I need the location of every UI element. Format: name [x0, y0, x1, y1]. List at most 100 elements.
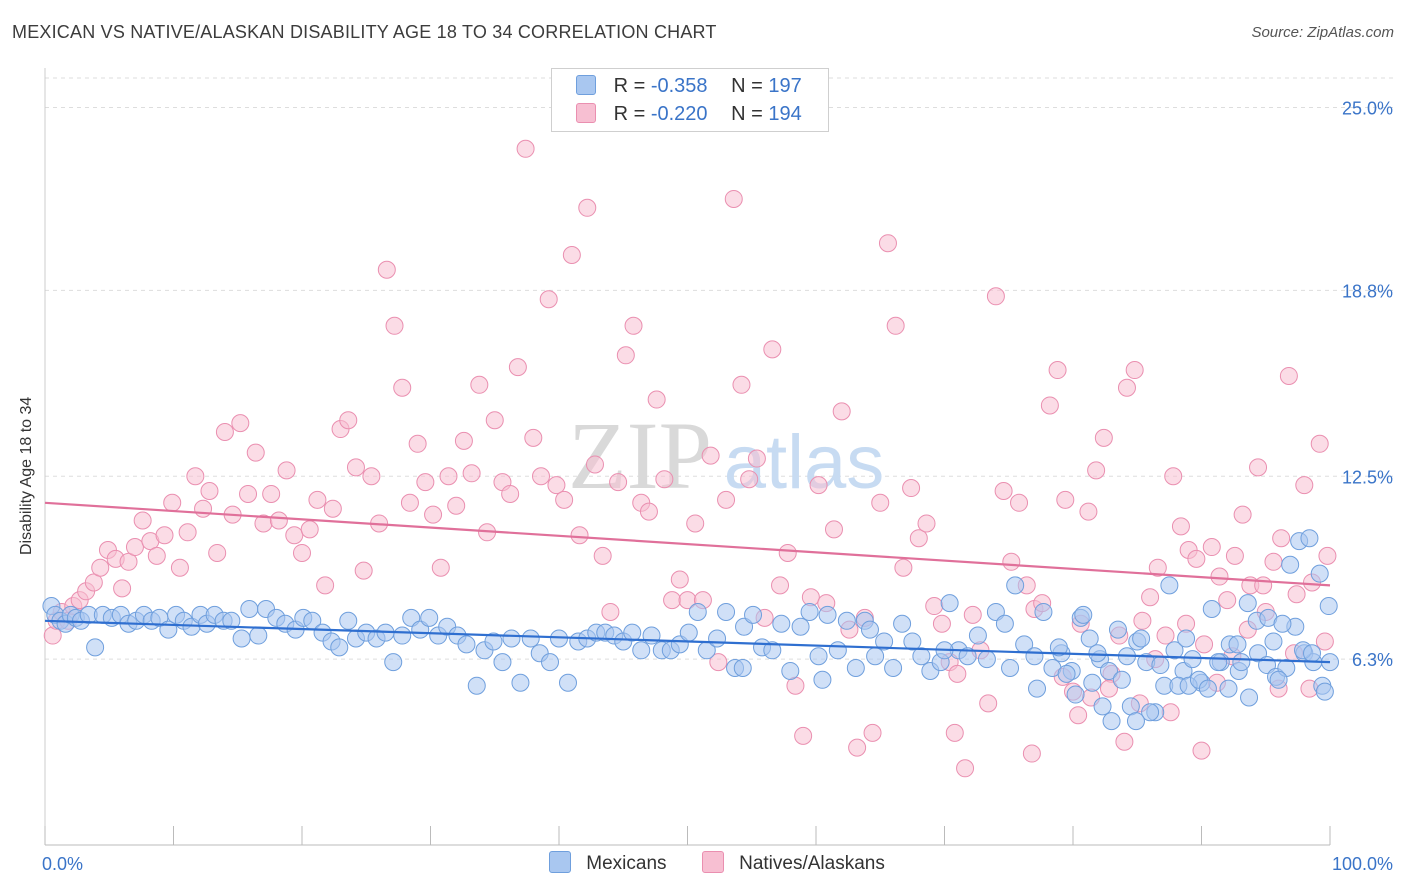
natives-alaskans-point	[794, 726, 813, 745]
natives-alaskans-point	[724, 189, 743, 208]
mexicans-point	[493, 653, 512, 672]
mexicans-point	[1034, 602, 1053, 621]
natives-alaskans-point	[447, 496, 466, 515]
natives-alaskans-point	[948, 664, 967, 683]
mexicans-point	[339, 611, 358, 630]
natives-alaskans-point	[616, 346, 635, 365]
mexicans-point	[828, 641, 847, 660]
mexicans-point	[1074, 605, 1093, 624]
natives-alaskans-point	[1094, 428, 1113, 447]
mexicans-point	[1183, 650, 1202, 669]
mexicans-point	[249, 626, 268, 645]
natives-alaskans-point	[956, 759, 975, 778]
natives-alaskans-point	[1295, 476, 1314, 495]
mexicans-point	[875, 632, 894, 651]
natives-alaskans-point	[1171, 517, 1190, 536]
natives-alaskans-point	[323, 499, 342, 518]
natives-alaskans-point	[501, 484, 520, 503]
mexicans-point	[679, 623, 698, 642]
mexicans-point	[809, 647, 828, 666]
natives-alaskans-point	[740, 470, 759, 489]
natives-alaskans-point	[994, 482, 1013, 500]
mexicans-point	[1240, 688, 1259, 707]
natives-alaskans-point	[1156, 626, 1175, 645]
mexicans-point	[1165, 641, 1184, 660]
natives-alaskans-point	[362, 467, 381, 486]
mexicans-point	[1319, 597, 1338, 616]
natives-alaskans-point	[894, 558, 913, 577]
natives-alaskans-point	[593, 546, 612, 565]
mexicans-point	[1238, 594, 1257, 613]
mexicans-point	[1151, 656, 1170, 675]
natives-alaskans-point	[1056, 490, 1075, 509]
natives-alaskans-point	[1133, 611, 1152, 630]
natives-alaskans-point	[339, 411, 358, 430]
mexicans-point	[457, 635, 476, 654]
natives-alaskans-point	[400, 493, 419, 512]
watermark-zip: ZIP	[568, 402, 712, 509]
natives-alaskans-point	[454, 431, 473, 450]
legend-n-label: N =	[731, 103, 763, 125]
y-axis-label: Disability Age 18 to 34	[18, 396, 35, 555]
natives-alaskans-point	[979, 694, 998, 713]
y-tick-label: 18.8%	[1342, 281, 1393, 301]
y-tick-labels: 6.3% 12.5% 18.8% 25.0%	[1342, 99, 1393, 671]
natives-alaskans-point	[163, 493, 182, 512]
natives-alaskans-point	[1254, 576, 1273, 595]
natives-alaskans-point	[170, 558, 189, 577]
natives-alaskans-point	[1087, 461, 1106, 480]
mexicans-point	[1099, 661, 1118, 680]
natives-alaskans-point	[1225, 546, 1244, 565]
mexicans-point	[1202, 600, 1221, 618]
natives-alaskans-point	[262, 484, 281, 503]
mexicans-point	[1303, 644, 1322, 663]
mexicans-point	[558, 673, 577, 692]
mexicans-point	[1057, 664, 1076, 683]
natives-alaskans-point	[547, 476, 566, 495]
mexicans-point	[940, 594, 959, 613]
natives-alaskans-point	[316, 576, 335, 595]
natives-alaskans-point	[485, 411, 504, 430]
natives-alaskans-point	[385, 316, 404, 335]
natives-alaskans-point	[732, 375, 751, 394]
mexicans-point	[1273, 614, 1292, 633]
natives-alaskans-point	[1315, 632, 1334, 651]
natives-alaskans-point	[639, 502, 658, 521]
mexicans-point	[521, 629, 540, 648]
natives-alaskans-point	[963, 605, 982, 624]
mexicans-point	[1281, 555, 1300, 574]
mexicans-point	[222, 611, 241, 630]
mexicans-point	[1228, 635, 1247, 654]
natives-alaskans-point	[1040, 396, 1059, 415]
legend-n-label: N =	[731, 75, 763, 97]
natives-alaskans-point	[624, 316, 643, 335]
natives-alaskans-point	[208, 543, 227, 562]
natives-alaskans-point	[293, 543, 311, 562]
bottom-legend-swatch-blue	[549, 851, 571, 873]
mexicans-point	[968, 626, 987, 645]
mexicans-point	[717, 602, 736, 621]
mexicans-point	[1093, 697, 1112, 716]
mexicans-point	[1132, 629, 1151, 648]
mexicans-point	[903, 632, 922, 651]
natives-alaskans-point	[431, 558, 450, 577]
mexicans-point	[791, 617, 810, 636]
natives-alaskans-point	[155, 526, 174, 545]
mexicans-point	[800, 602, 819, 621]
mexicans-point	[1028, 679, 1047, 698]
natives-alaskans-point	[701, 446, 720, 465]
natives-alaskans-point	[269, 511, 288, 530]
natives-alaskans-point	[824, 520, 843, 539]
legend-swatch-blue	[576, 75, 596, 95]
natives-alaskans-point	[1010, 493, 1029, 512]
mexicans-point	[781, 661, 800, 680]
mexicans-point	[384, 653, 403, 672]
natives-alaskans-point	[1141, 588, 1160, 607]
natives-alaskans-point	[1187, 549, 1206, 568]
natives-alaskans-point	[809, 476, 828, 495]
natives-alaskans-point	[1195, 635, 1214, 654]
mexicans-point	[240, 600, 259, 618]
natives-alaskans-point	[178, 523, 197, 542]
mexicans-point	[1300, 529, 1319, 548]
natives-alaskans-point	[1002, 552, 1021, 571]
